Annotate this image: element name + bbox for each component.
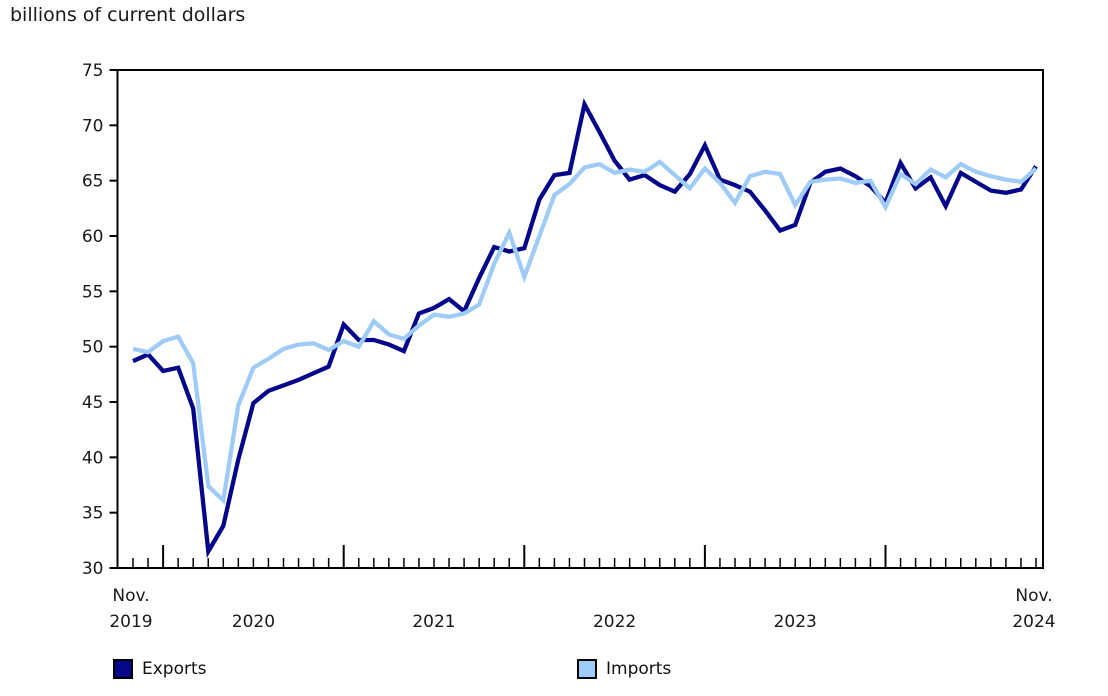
y-tick-label: 60 [82, 227, 104, 247]
x-axis-label: 2024 [1012, 612, 1055, 632]
y-tick-label: 30 [82, 559, 104, 579]
y-tick-label: 55 [82, 282, 104, 302]
chart-title: billions of current dollars [10, 4, 246, 26]
x-axis-label: Nov. [1015, 586, 1052, 606]
y-tick-label: 40 [82, 448, 104, 468]
exports-color-swatch [113, 659, 133, 679]
x-axis-label: 2021 [412, 612, 455, 632]
y-tick-label: 45 [82, 393, 104, 413]
x-axis-label: 2023 [774, 612, 817, 632]
imports-color-swatch [577, 659, 597, 679]
trade-line-chart: 75 70 65 60 55 50 45 40 35 30 Nov. 2019 2020 2021 2022… [82, 61, 1056, 632]
legend-item-imports: Imports [577, 659, 671, 679]
chart-legend: Exports Imports [0, 659, 1108, 689]
y-tick-label: 50 [82, 338, 104, 358]
x-axis-label: Nov. [112, 586, 149, 606]
x-axis-label: 2020 [232, 612, 275, 632]
y-tick-label: 35 [82, 504, 104, 524]
y-tick-label: 70 [82, 116, 104, 136]
x-axis-label: 2022 [593, 612, 636, 632]
exports-line [132, 98, 1038, 559]
legend-label-exports: Exports [142, 659, 207, 679]
chart-svg: 75 70 65 60 55 50 45 40 35 30 Nov. 2019 2020 2021 2022… [82, 61, 1056, 632]
y-tick-label: 75 [82, 61, 104, 81]
plot-border [116, 69, 1044, 569]
x-axis-label: 2019 [109, 612, 152, 632]
imports-line [132, 159, 1038, 505]
legend-item-exports: Exports [113, 659, 207, 679]
legend-label-imports: Imports [606, 659, 672, 679]
y-tick-label: 65 [82, 172, 104, 192]
